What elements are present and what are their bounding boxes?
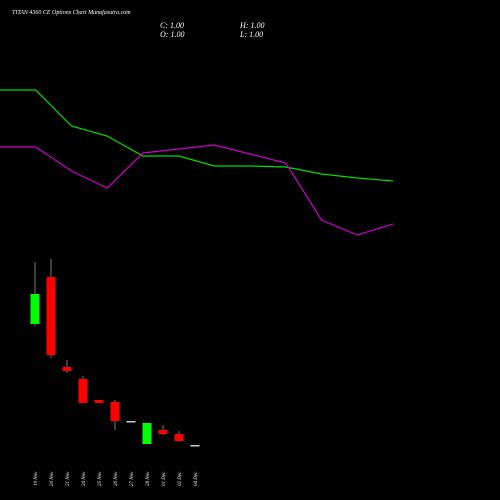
candle-body [110,402,120,421]
ohlc-label: L: 1.00 [239,30,263,39]
chart-title: TITAN 4360 CE Options Chart Munafasutra.… [12,9,131,16]
candle-body [94,400,104,403]
candle-body [158,430,168,434]
candle-body [46,277,56,355]
x-tick-label: 27 Nov [130,471,135,486]
x-tick-label: 01 Dec [162,471,167,486]
x-tick-label: 25 Nov [98,471,103,486]
candle-body [78,379,88,403]
line-series [0,89,394,182]
candle-body [174,434,184,441]
ohlc-label: H: 1.00 [239,21,264,30]
candle-body [190,445,200,447]
x-tick-label: 20 Nov [50,471,55,486]
ohlc-label: O: 1.00 [160,30,184,39]
x-tick-label: 04 Dec [194,471,199,486]
line-series [0,144,394,236]
x-tick-label: 24 Nov [82,471,87,486]
x-tick-label: 21 Nov [66,471,71,486]
x-tick-label: 19 Nov [34,471,39,486]
candle-body [126,421,136,423]
x-tick-label: 28 Nov [146,471,151,486]
candle-body [30,294,40,324]
x-tick-label: 02 Dec [178,471,183,486]
ohlc-label: C: 1.00 [160,21,184,30]
x-tick-label: 26 Nov [114,471,119,486]
candle-body [62,367,72,371]
candle-body [142,423,152,444]
